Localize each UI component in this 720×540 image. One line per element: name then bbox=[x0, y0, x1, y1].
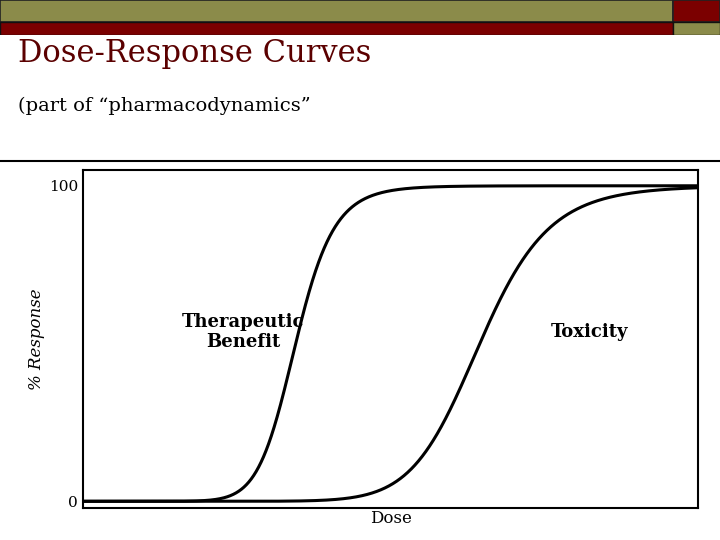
Text: (part of “pharmacodynamics”: (part of “pharmacodynamics” bbox=[18, 97, 311, 116]
Y-axis label: % Response: % Response bbox=[27, 288, 45, 390]
Text: Dose-Response Curves: Dose-Response Curves bbox=[18, 38, 372, 69]
Text: Toxicity: Toxicity bbox=[551, 323, 628, 341]
Text: Therapeutic
Benefit: Therapeutic Benefit bbox=[181, 313, 304, 352]
X-axis label: Dose: Dose bbox=[369, 510, 412, 528]
